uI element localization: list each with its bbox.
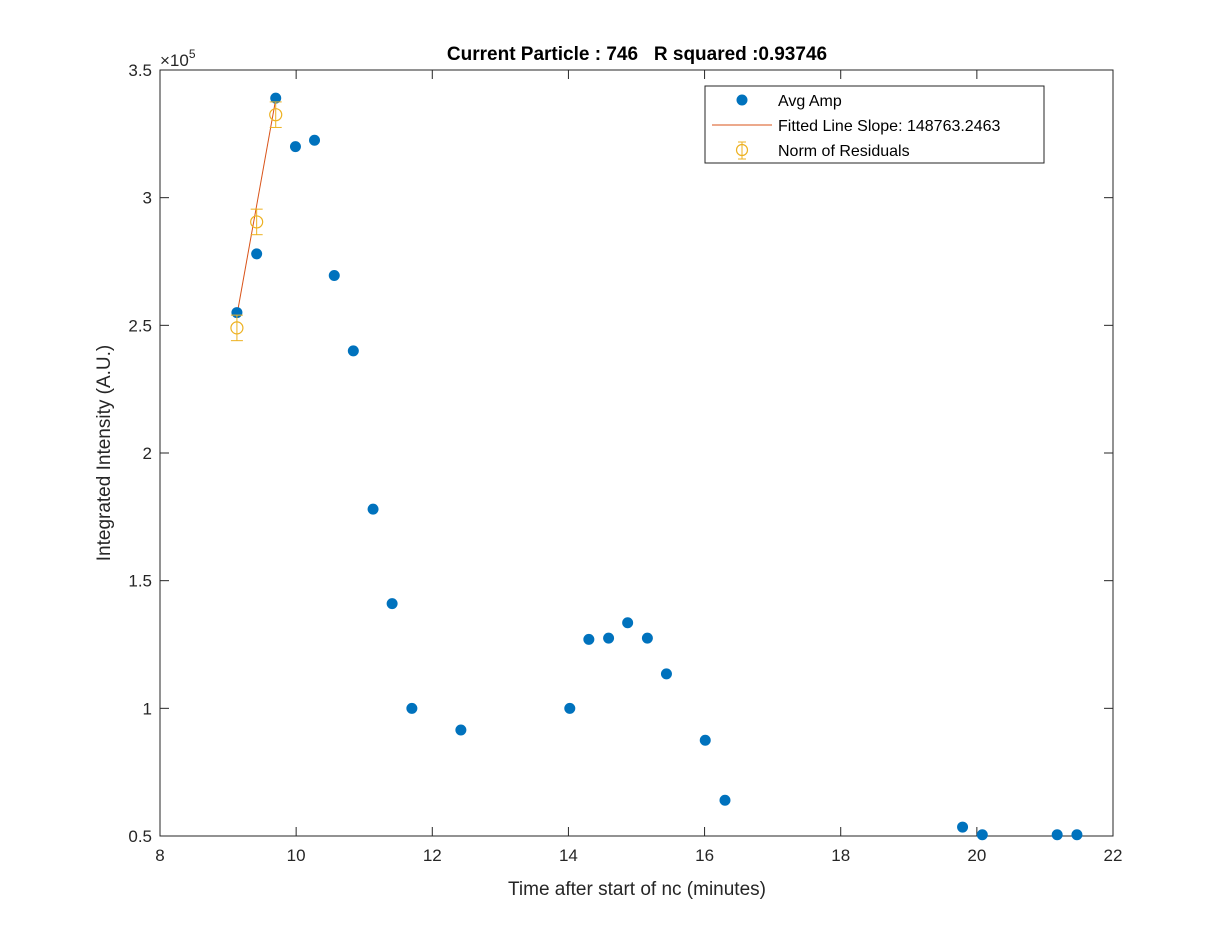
x-tick-label: 14 <box>559 846 578 865</box>
avg-amp-point <box>641 632 653 644</box>
avg-amp-point <box>1071 829 1083 841</box>
avg-amp-point <box>699 734 711 746</box>
avg-amp-point <box>289 141 301 153</box>
svg-text:×105: ×105 <box>160 47 196 70</box>
y-tick-label: 3.5 <box>128 61 152 80</box>
plot-area <box>159 69 1114 837</box>
residual-errorbars <box>230 101 283 342</box>
x-tick-label: 10 <box>287 846 306 865</box>
chart-title: Current Particle : 746 R squared :0.9374… <box>447 44 827 65</box>
legend-entry-fitted-line: Fitted Line Slope: 148763.2463 <box>712 118 1001 135</box>
avg-amp-point <box>564 702 576 714</box>
x-tick-label: 8 <box>155 846 164 865</box>
y-tick-label: 2.5 <box>128 316 152 335</box>
avg-amp-point <box>719 794 731 806</box>
legend-marker-residuals <box>735 143 749 157</box>
avg-amp-point <box>603 632 615 644</box>
x-tick-label: 12 <box>423 846 442 865</box>
fitted-line-layer <box>236 99 277 316</box>
y-exponent-power: 5 <box>189 47 196 61</box>
axis-ticks: 8 10 12 14 16 18 20 22 0.5 1 1.5 2 2.5 3 3.5 <box>128 61 1122 865</box>
y-tick-label: 1.5 <box>128 572 152 591</box>
legend-label-avg-amp: Avg Amp <box>778 93 842 110</box>
residual-point <box>250 215 264 229</box>
y-axis-label: Integrated Intensity (A.U.) <box>94 345 115 562</box>
residual-errorbar <box>269 101 283 128</box>
y-exponent-base: ×10 <box>160 51 189 70</box>
avg-amp-point <box>406 702 418 714</box>
fitted-line <box>236 99 277 316</box>
avg-amp-point <box>309 134 321 146</box>
legend-entry-residuals: Norm of Residuals <box>735 141 910 160</box>
avg-amp-point <box>622 617 634 629</box>
y-tick-label: 3 <box>143 189 152 208</box>
legend: Avg Amp Fitted Line Slope: 148763.2463 N… <box>704 85 1045 164</box>
avg-amp-point <box>251 248 263 260</box>
avg-amp-point <box>957 821 969 833</box>
y-tick-label: 2 <box>143 444 152 463</box>
avg-amp-point <box>660 668 672 680</box>
avg-amp-point <box>347 345 359 357</box>
legend-entry-avg-amp: Avg Amp <box>736 93 842 110</box>
residual-point <box>269 108 283 122</box>
legend-marker-avg-amp <box>736 94 748 106</box>
avg-amp-point <box>328 270 340 282</box>
residual-errorbar <box>230 314 244 342</box>
avg-amp-point <box>583 633 595 645</box>
x-tick-label: 20 <box>967 846 986 865</box>
x-tick-label: 22 <box>1104 846 1123 865</box>
avg-amp-point <box>367 503 379 515</box>
y-exponent: ×105 <box>160 47 196 70</box>
residual-errorbar <box>250 208 264 236</box>
x-tick-label: 16 <box>695 846 714 865</box>
x-axis-label: Time after start of nc (minutes) <box>508 879 766 900</box>
avg-amp-markers <box>231 92 1083 841</box>
legend-label-residuals: Norm of Residuals <box>778 143 910 160</box>
avg-amp-point <box>976 829 988 841</box>
avg-amp-point <box>1051 829 1063 841</box>
residual-point <box>230 321 244 335</box>
avg-amp-point <box>455 724 467 736</box>
y-tick-label: 1 <box>143 699 152 718</box>
x-tick-label: 18 <box>831 846 850 865</box>
legend-label-fitted-line: Fitted Line Slope: 148763.2463 <box>778 118 1001 135</box>
y-tick-label: 0.5 <box>128 827 152 846</box>
avg-amp-point <box>386 598 398 610</box>
